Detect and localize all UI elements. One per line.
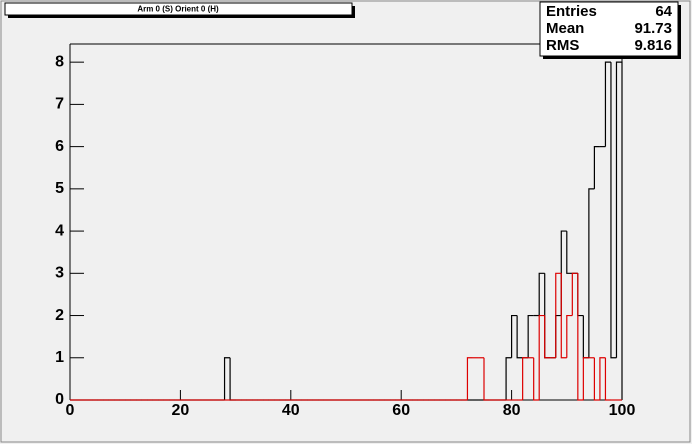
histogram-bin [593,357,600,401]
histogram-bin [527,314,534,358]
y-tick-label: 2 [55,307,64,324]
histogram-bin [560,273,567,359]
stats-label: Mean [546,20,584,37]
y-tick-label: 4 [55,222,64,239]
histogram-bin [223,357,231,400]
stats-label: Entries [546,3,597,20]
stats-value: 91.73 [634,20,672,37]
x-tick-label: 20 [172,402,190,419]
histogram-bin [571,272,578,316]
histogram-bin [604,61,611,147]
x-tick-label: 100 [609,402,636,419]
stats-label: RMS [546,37,579,54]
histogram-bin [599,357,606,400]
histogram-bin [555,272,562,358]
histogram-bin [577,273,584,401]
histogram-bin [522,357,529,400]
y-tick-label: 5 [55,180,64,197]
y-tick-label: 1 [55,349,64,366]
histogram-bin [566,231,573,274]
y-tick-label: 6 [55,138,64,155]
stats-box [539,1,679,57]
x-tick-label: 60 [392,402,410,419]
x-tick-label: 40 [282,402,300,419]
histogram-bin [593,146,600,189]
histogram-bin [511,314,518,358]
histogram-bin [544,315,551,359]
y-tick-label: 3 [55,265,64,282]
histogram-bin [516,315,523,359]
histogram-bin [483,357,490,401]
histogram-bin [466,357,473,400]
histogram-bin [505,357,512,400]
x-tick-label: 0 [66,402,75,419]
stats-value: 9.816 [634,37,672,54]
stats-value: 64 [655,3,672,20]
histogram-bin [533,357,540,401]
chart-title: Arm 0 (S) Orient 0 (H) [137,5,219,14]
histogram-bin [566,314,573,358]
histogram-bin [588,188,595,358]
y-tick-label: 7 [55,96,64,113]
histogram-bin [582,357,589,400]
histogram-bin [615,61,623,400]
y-tick-label: 0 [55,391,64,408]
x-tick-label: 80 [503,402,521,419]
histogram-bin [604,357,611,401]
histogram-bin [538,272,545,316]
y-tick-label: 8 [55,53,64,70]
title-box [4,2,353,16]
histogram-bin [538,314,545,400]
histogram-bin [610,62,617,359]
